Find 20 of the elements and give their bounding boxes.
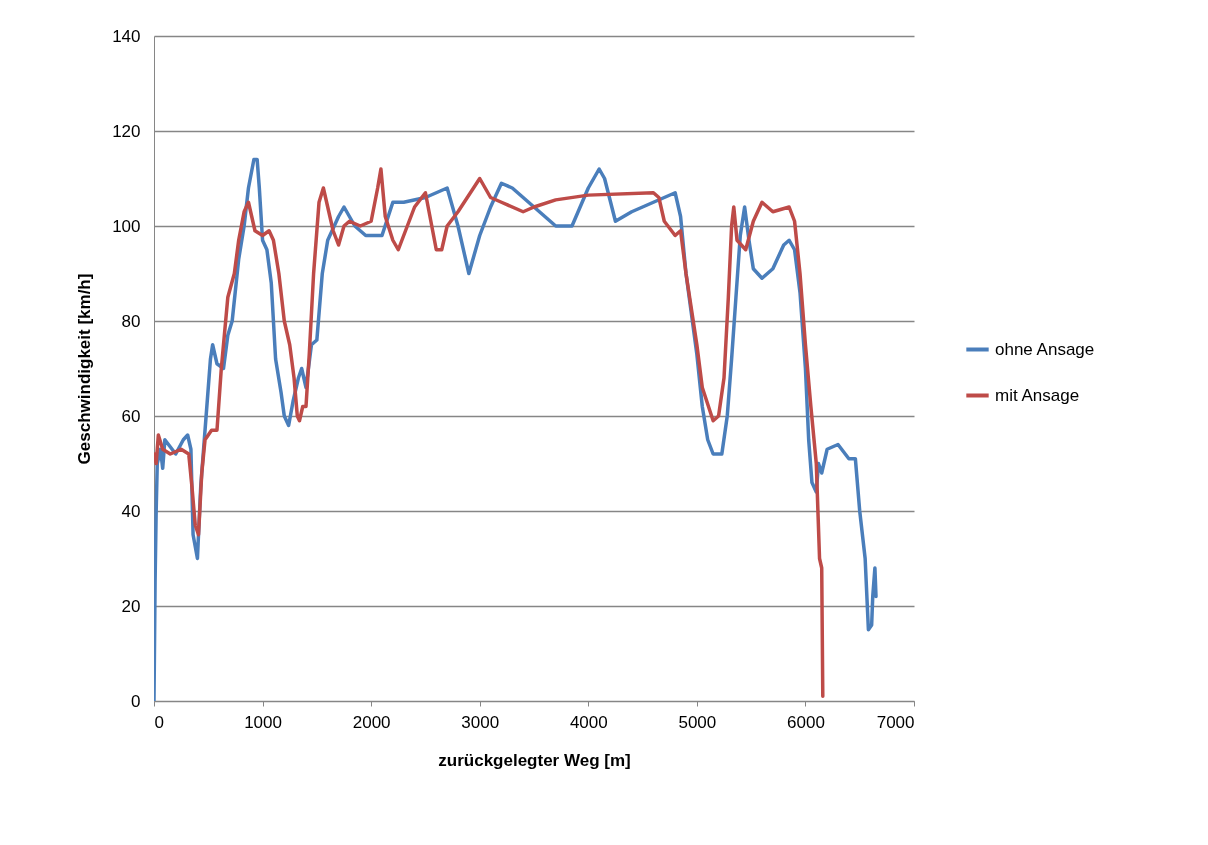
- legend-label: ohne Ansage: [995, 339, 1095, 359]
- x-tick-label: 4000: [569, 712, 608, 732]
- y-tick-label: 100: [112, 216, 141, 236]
- x-tick-label: 2000: [352, 712, 391, 732]
- y-tick-label: 120: [112, 121, 141, 141]
- x-axis-title: zurückgelegter Weg [m]: [438, 750, 631, 770]
- x-tick-label: 1000: [244, 712, 282, 732]
- y-tick-label: 80: [121, 311, 141, 331]
- y-tick-label: 0: [131, 691, 141, 711]
- y-axis-title: Geschwindigkeit [km/h]: [75, 273, 95, 465]
- y-tick-label: 20: [121, 596, 141, 616]
- x-tick-label: 7000: [876, 712, 915, 732]
- x-tick-label: 6000: [787, 712, 825, 732]
- x-tick-label: 3000: [461, 712, 500, 732]
- x-tick-label: 0: [154, 712, 164, 732]
- x-tick-label: 5000: [678, 712, 717, 732]
- y-tick-label: 40: [121, 501, 141, 521]
- y-tick-label: 60: [121, 406, 141, 426]
- legend-label: mit Ansage: [995, 385, 1080, 405]
- y-tick-label: 140: [112, 26, 141, 46]
